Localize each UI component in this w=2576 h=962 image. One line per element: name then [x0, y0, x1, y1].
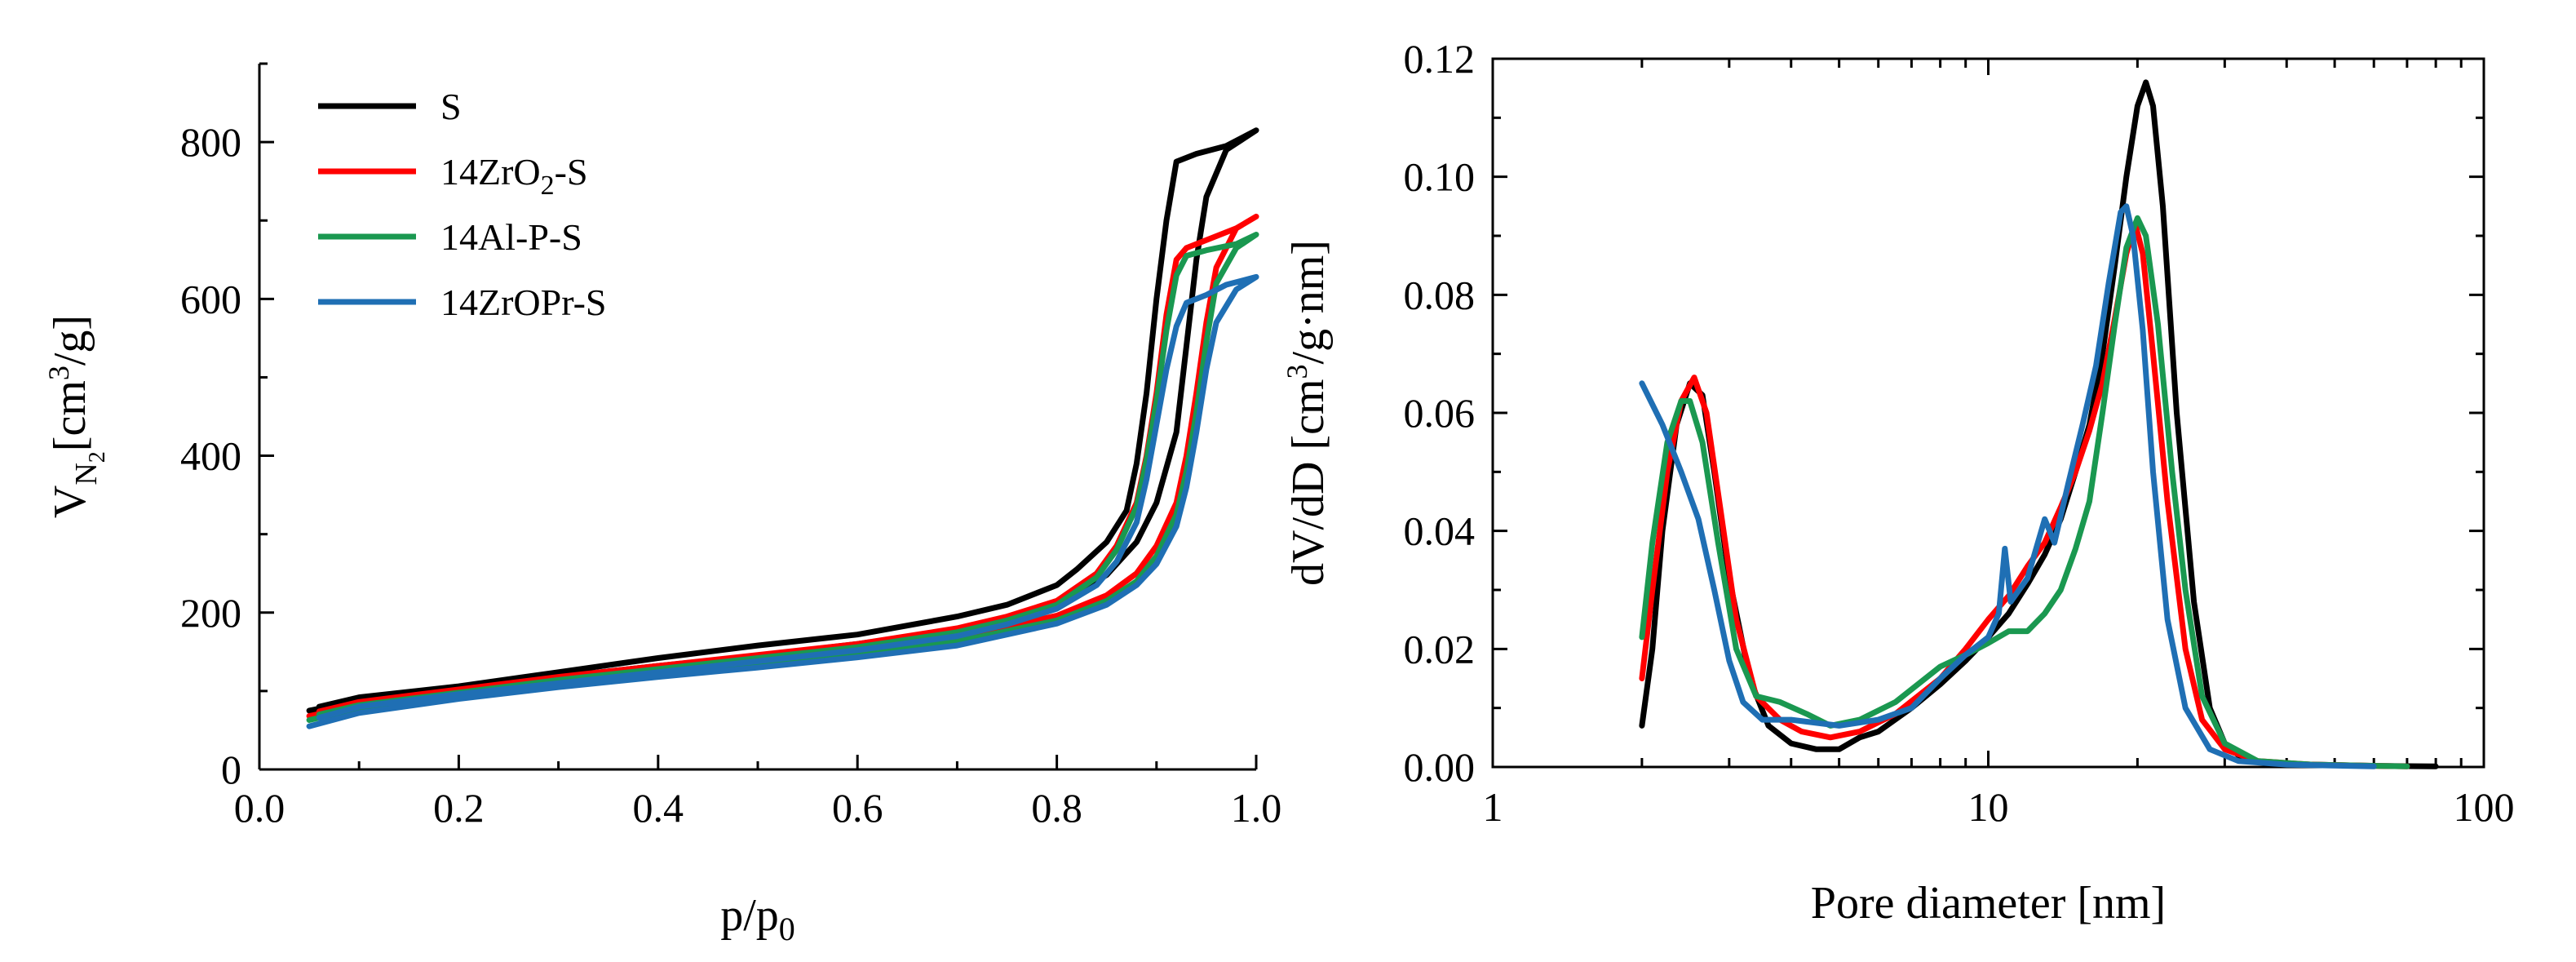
- isotherm-x-tick-label: 0.2: [433, 785, 485, 831]
- legend-label-14zropr-s: 14ZrOPr-S: [440, 282, 607, 323]
- pore-y-tick-label: 0.12: [1404, 36, 1476, 82]
- pore-series-s: [1639, 79, 2439, 769]
- isotherm-x-axis-title: p/p0: [720, 890, 795, 947]
- isotherm-y-tick-label: 200: [180, 590, 241, 636]
- isotherm-y-tick-label: 800: [180, 119, 241, 165]
- pore-y-tick-label: 0.02: [1404, 626, 1476, 672]
- pore-series-14zro2-s: [1639, 221, 2410, 769]
- isotherm-x-tick-label: 1.0: [1231, 785, 1282, 831]
- isotherm-series-14zropr-s: [306, 273, 1259, 729]
- pore-y-tick-label: 0.10: [1404, 154, 1476, 200]
- isotherm-chart: 0.0 0.2 0.4 0.6 0.8 1.0 0 200 400 600 800 p/p0 VN2[c…: [42, 62, 1282, 947]
- isotherm-x-tick-label: 0.8: [1031, 785, 1082, 831]
- legend-label-s: S: [440, 86, 462, 127]
- pore-y-axis-title: dV/dD [cm3/g·nm]: [1281, 240, 1334, 586]
- pore-y-tick-label: 0.00: [1404, 744, 1476, 790]
- isotherm-x-tick-label: 0.6: [832, 785, 883, 831]
- pore-y-tick-label: 0.06: [1404, 390, 1476, 436]
- pore-x-tick-label: 10: [1968, 784, 2009, 830]
- isotherm-series-14al-p-s: [306, 232, 1259, 723]
- pore-x-axis-title: Pore diameter [nm]: [1811, 878, 2166, 929]
- pore-y-tick-label: 0.08: [1404, 272, 1476, 317]
- legend-label-14zro2-s: 14ZrO2-S: [440, 151, 588, 201]
- legend-label-14al-p-s: 14Al-P-S: [440, 216, 582, 258]
- pore-distribution-chart: 1 10 100 0.00 0.02 0.04 0.06 0.08 0.10 0.12 Pore d…: [1281, 36, 2515, 929]
- isotherm-y-tick-label: 400: [180, 433, 241, 479]
- isotherm-y-tick-label: 600: [180, 276, 241, 321]
- pore-x-tick-label: 100: [2454, 784, 2515, 830]
- isotherm-x-tick-label: 0.4: [633, 785, 684, 831]
- isotherm-x-tick-label: 0.0: [234, 785, 285, 831]
- pore-x-tick-label: 1: [1483, 784, 1503, 830]
- pore-series-14zropr-s: [1639, 203, 2377, 769]
- pore-y-tick-label: 0.04: [1404, 508, 1476, 554]
- isotherm-y-tick-label: 0: [221, 747, 241, 792]
- isotherm-y-axis-title: VN2[cm3/g]: [42, 315, 110, 518]
- pore-series-14al-p-s: [1639, 215, 2410, 769]
